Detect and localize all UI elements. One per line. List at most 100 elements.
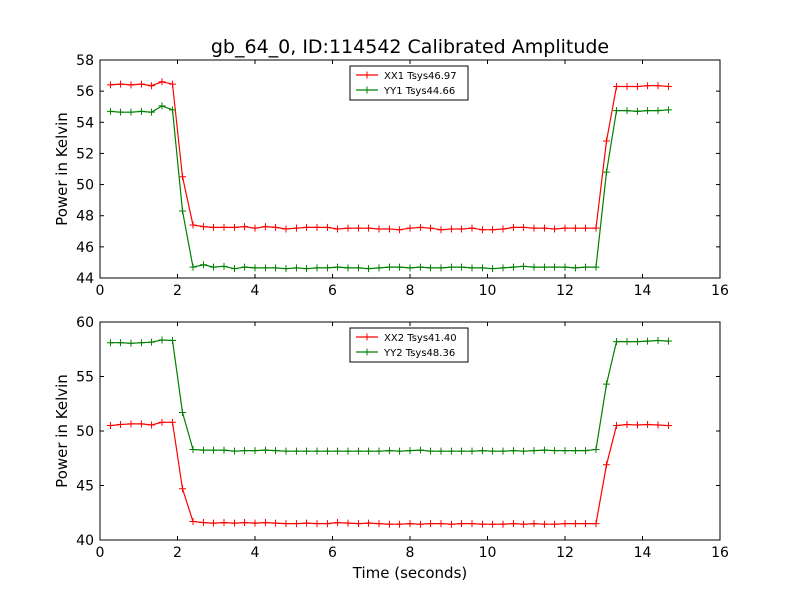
data-point xyxy=(416,446,424,454)
data-point xyxy=(148,421,156,429)
data-point xyxy=(375,264,383,272)
legend-marker xyxy=(363,333,371,341)
data-point xyxy=(313,447,321,455)
data-point xyxy=(633,338,641,346)
data-point xyxy=(571,447,579,455)
data-point xyxy=(571,224,579,232)
y-tick-label: 50 xyxy=(76,424,94,440)
data-point xyxy=(437,226,445,234)
data-point xyxy=(334,263,342,271)
data-point xyxy=(303,223,311,231)
x-tick-label: 16 xyxy=(711,545,729,561)
data-point xyxy=(241,519,249,527)
chart-title: gb_64_0, ID:114542 Calibrated Amplitude xyxy=(211,36,609,58)
data-point xyxy=(396,520,404,528)
data-point xyxy=(561,447,569,455)
data-point xyxy=(489,520,497,528)
data-point xyxy=(571,520,579,528)
legend-label: YY2 Tsys48.36 xyxy=(383,348,455,359)
data-point xyxy=(179,173,187,181)
data-point xyxy=(220,262,228,270)
y-axis-label: Power in Kelvin xyxy=(53,112,71,226)
data-point xyxy=(530,263,538,271)
data-point xyxy=(509,223,517,231)
data-point xyxy=(561,224,569,232)
data-point xyxy=(468,264,476,272)
data-point xyxy=(334,225,342,233)
data-point xyxy=(179,485,187,493)
x-tick-label: 4 xyxy=(251,283,260,299)
data-point xyxy=(272,223,280,231)
data-point xyxy=(582,447,590,455)
data-point xyxy=(396,447,404,455)
data-point xyxy=(437,520,445,528)
data-point xyxy=(344,224,352,232)
data-point xyxy=(303,265,311,273)
data-point xyxy=(613,107,621,115)
data-point xyxy=(179,408,187,416)
data-point xyxy=(323,264,331,272)
data-point xyxy=(385,447,393,455)
panel-2: 0 2 4 6 8 10 12 14 16 40 45 50 55 60 Power in Kelvin XX… xyxy=(53,315,729,561)
data-point xyxy=(313,264,321,272)
legend: XX1 Tsys46.97 YY1 Tsys44.66 xyxy=(349,65,469,101)
y-tick-label: 44 xyxy=(76,271,94,287)
legend-marker xyxy=(363,71,371,79)
data-point xyxy=(106,107,114,115)
data-point xyxy=(499,225,507,233)
data-point xyxy=(592,520,600,528)
data-point xyxy=(127,81,135,89)
data-point xyxy=(292,520,300,528)
x-tick-label: 10 xyxy=(479,283,497,299)
data-point xyxy=(540,263,548,271)
data-point xyxy=(427,264,435,272)
data-point xyxy=(427,520,435,528)
data-point xyxy=(623,338,631,346)
data-point xyxy=(437,447,445,455)
data-point xyxy=(540,520,548,528)
data-point xyxy=(458,263,466,271)
y-tick-label: 50 xyxy=(76,178,94,194)
legend-marker xyxy=(363,348,371,356)
data-point xyxy=(602,461,610,469)
data-point xyxy=(334,447,342,455)
data-point xyxy=(427,224,435,232)
data-point xyxy=(117,420,125,428)
data-point xyxy=(530,224,538,232)
data-point xyxy=(148,82,156,90)
data-point xyxy=(468,224,476,232)
x-tick-label: 6 xyxy=(328,545,337,561)
legend-label: XX2 Tsys41.40 xyxy=(384,333,457,344)
data-point xyxy=(602,168,610,176)
data-point xyxy=(282,225,290,233)
series-2 xyxy=(106,336,672,455)
x-tick-label: 10 xyxy=(479,545,497,561)
data-point xyxy=(427,447,435,455)
data-point xyxy=(396,226,404,234)
data-point xyxy=(251,224,259,232)
data-point xyxy=(220,446,228,454)
data-point xyxy=(447,520,455,528)
data-point xyxy=(106,339,114,347)
data-point xyxy=(199,261,207,269)
data-point xyxy=(323,223,331,231)
x-tick-label: 2 xyxy=(173,283,182,299)
data-point xyxy=(551,225,559,233)
data-point xyxy=(210,263,218,271)
data-point xyxy=(447,447,455,455)
data-point xyxy=(282,520,290,528)
data-point xyxy=(261,446,269,454)
data-point xyxy=(313,520,321,528)
legend-marker xyxy=(363,86,371,94)
series-1 xyxy=(106,78,672,234)
data-point xyxy=(292,447,300,455)
data-point xyxy=(520,447,528,455)
series-1 xyxy=(106,418,672,528)
y-tick-label: 48 xyxy=(76,209,94,225)
data-point xyxy=(489,447,497,455)
y-tick-label: 46 xyxy=(76,240,94,256)
data-point xyxy=(261,223,269,231)
data-point xyxy=(478,520,486,528)
data-point xyxy=(210,519,218,527)
